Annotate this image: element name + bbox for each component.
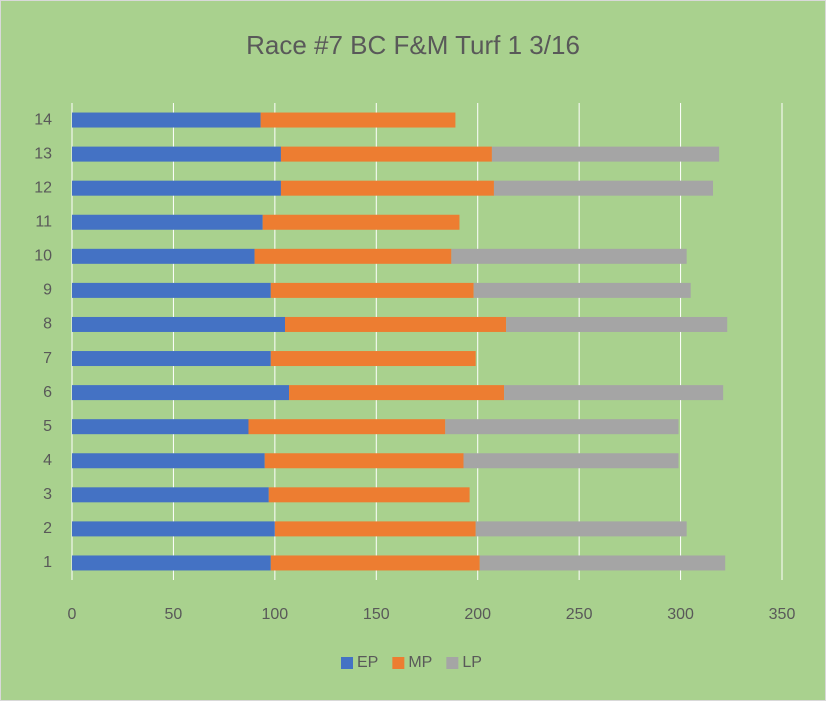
bar-segment bbox=[280, 146, 492, 162]
bar-segment bbox=[270, 282, 474, 298]
bar-segment bbox=[473, 282, 691, 298]
legend-swatch bbox=[446, 657, 459, 669]
bar-segment bbox=[262, 214, 460, 230]
legend-label: LP bbox=[462, 654, 482, 671]
x-tick-label: 150 bbox=[363, 606, 390, 623]
y-tick-label: 1 bbox=[43, 554, 52, 571]
bar-segment bbox=[72, 385, 290, 401]
y-tick-label: 11 bbox=[35, 213, 52, 230]
bar-segment bbox=[72, 282, 271, 298]
bar-segment bbox=[506, 316, 728, 332]
x-tick-label: 0 bbox=[68, 606, 77, 623]
bar-segment bbox=[270, 555, 480, 571]
bar-segment bbox=[248, 419, 446, 435]
y-tick-label: 4 bbox=[43, 452, 52, 469]
bar-segment bbox=[463, 453, 679, 469]
bar-segment bbox=[274, 521, 476, 537]
bar-segment bbox=[445, 419, 679, 435]
x-tick-label: 350 bbox=[769, 606, 796, 623]
bar-segment bbox=[72, 316, 285, 332]
bar-segment bbox=[475, 521, 687, 537]
y-tick-label: 2 bbox=[43, 520, 52, 537]
legend-label: EP bbox=[357, 654, 378, 671]
y-tick-label: 6 bbox=[43, 384, 52, 401]
bar-segment bbox=[72, 453, 265, 469]
bar-segment bbox=[260, 112, 456, 128]
bar-segment bbox=[504, 385, 724, 401]
chart-title: Race #7 BC F&M Turf 1 3/16 bbox=[246, 30, 580, 60]
bar-segment bbox=[72, 180, 281, 196]
bar-segment bbox=[72, 214, 263, 230]
x-tick-label: 300 bbox=[667, 606, 694, 623]
bar-segment bbox=[289, 385, 505, 401]
y-tick-label: 7 bbox=[43, 350, 52, 367]
y-tick-label: 9 bbox=[43, 282, 52, 299]
bar-segment bbox=[72, 146, 281, 162]
y-tick-label: 14 bbox=[34, 111, 52, 128]
x-tick-label: 200 bbox=[464, 606, 491, 623]
x-tick-label: 50 bbox=[165, 606, 183, 623]
bar-segment bbox=[491, 146, 720, 162]
x-tick-label: 250 bbox=[566, 606, 593, 623]
bar-segment bbox=[72, 351, 271, 367]
bar-segment bbox=[493, 180, 714, 196]
y-tick-label: 5 bbox=[43, 418, 52, 435]
bar-segment bbox=[285, 316, 507, 332]
y-tick-label: 13 bbox=[34, 145, 52, 162]
bar-segment bbox=[280, 180, 494, 196]
bar-segment bbox=[72, 487, 269, 503]
y-tick-label: 8 bbox=[43, 316, 52, 333]
legend-swatch bbox=[392, 657, 405, 669]
x-tick-label: 100 bbox=[262, 606, 289, 623]
bar-segment bbox=[72, 521, 275, 537]
legend-swatch bbox=[341, 657, 353, 669]
bar-segment bbox=[264, 453, 464, 469]
bar-segment bbox=[254, 248, 452, 264]
bar-segment bbox=[72, 555, 271, 571]
bar-segment bbox=[270, 351, 476, 367]
legend-label: MP bbox=[408, 654, 432, 671]
bar-segment bbox=[451, 248, 687, 264]
bar-segment bbox=[72, 112, 261, 128]
bar-segment bbox=[72, 248, 255, 264]
bar-segment bbox=[268, 487, 470, 503]
bar-segment bbox=[479, 555, 726, 571]
bar-segment bbox=[72, 419, 249, 435]
y-tick-label: 12 bbox=[34, 179, 52, 196]
y-tick-label: 10 bbox=[34, 248, 52, 265]
y-tick-label: 3 bbox=[43, 486, 52, 503]
